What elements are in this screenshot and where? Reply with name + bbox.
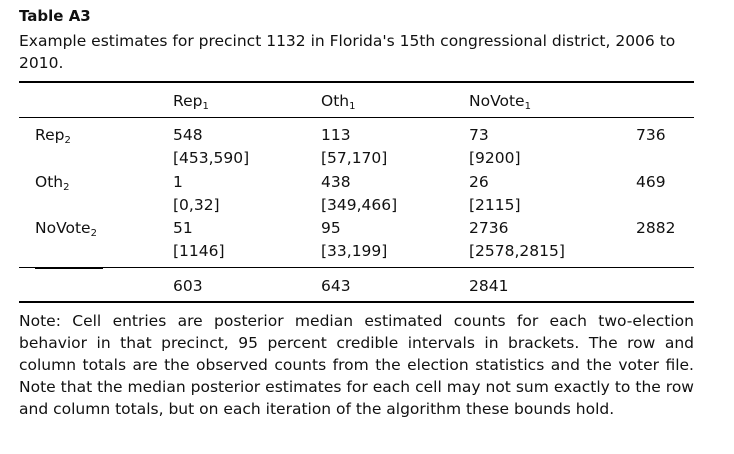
table-cell-interval: [2115] — [469, 196, 521, 214]
table-cell-interval: [0,32] — [173, 196, 220, 214]
table-cell-interval: [349,466] — [321, 196, 398, 214]
totals-rule — [19, 267, 694, 268]
header-rule — [19, 117, 694, 118]
table-cell-value: 113 — [321, 126, 351, 144]
table-cell-value: 548 — [173, 126, 203, 144]
table-cell-interval: [1146] — [173, 242, 225, 260]
table-cell-value: 26 — [469, 173, 489, 191]
row-label-novote2: NoVote2 — [35, 219, 97, 239]
table-cell-value: 438 — [321, 173, 351, 191]
table-label: Table A3 — [19, 7, 91, 25]
table-cell-value: 73 — [469, 126, 489, 144]
table-cell-interval: [33,199] — [321, 242, 388, 260]
table-cell-interval: [9200] — [469, 149, 521, 167]
table-cell-interval: [57,170] — [321, 149, 388, 167]
column-total: 2841 — [469, 277, 509, 295]
table-caption: Example estimates for precinct 1132 in F… — [19, 32, 676, 72]
row-label-oth2: Oth2 — [35, 173, 70, 193]
table-cell-value: 95 — [321, 219, 341, 237]
table-cell-interval: [453,590] — [173, 149, 250, 167]
row-total: 736 — [636, 126, 666, 144]
header-novote1: NoVote1 — [469, 92, 531, 112]
table-cell-value: 51 — [173, 219, 193, 237]
row-label-rep2: Rep2 — [35, 126, 71, 146]
row-total: 2882 — [636, 219, 676, 237]
header-rep1: Rep1 — [173, 92, 209, 112]
header-oth1: Oth1 — [321, 92, 356, 112]
column-total: 643 — [321, 277, 351, 295]
table-note: Note: Cell entries are posterior median … — [19, 312, 694, 418]
label-column-rule — [35, 267, 103, 269]
column-total: 603 — [173, 277, 203, 295]
table-cell-interval: [2578,2815] — [469, 242, 565, 260]
row-total: 469 — [636, 173, 666, 191]
table-cell-value: 1 — [173, 173, 183, 191]
bottom-rule — [19, 301, 694, 303]
top-rule — [19, 81, 694, 83]
table-cell-value: 2736 — [469, 219, 509, 237]
